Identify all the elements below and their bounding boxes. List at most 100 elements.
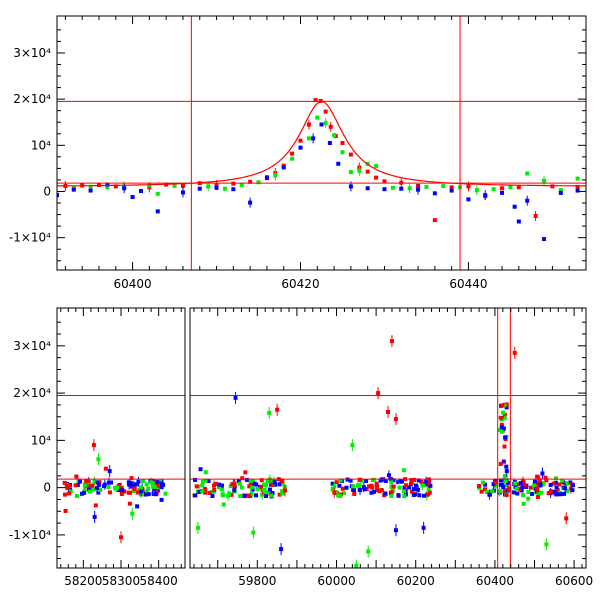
y-tick-label: 10⁴ [31,433,51,447]
red-data-point [352,491,357,496]
red-data-point [466,184,471,189]
green-data-point [350,484,355,489]
red-data-point [119,491,124,496]
blue-data-point [217,482,222,487]
blue-data-point [193,493,198,498]
blue-data-point [214,185,219,190]
red-data-point [154,490,159,495]
red-data-point [357,477,362,482]
red-data-point [502,444,507,449]
blue-data-point [500,483,505,488]
red-data-point [290,151,295,156]
blue-data-point [378,478,383,483]
green-data-point [237,481,242,486]
red-data-point [419,479,424,484]
red-data-point [232,482,237,487]
green-data-point [504,483,509,488]
blue-data-point [399,186,404,191]
green-data-point [491,187,496,192]
blue-data-point [416,187,421,192]
y-tick-label: 0 [43,184,51,198]
green-data-point [401,489,406,494]
red-data-point [386,410,390,414]
blue-data-point [364,479,369,484]
red-data-point [180,183,185,188]
green-data-point [221,502,226,507]
green-data-point [203,470,208,475]
y-tick-label: -1×10⁴ [9,231,51,245]
red-data-point [366,484,371,489]
green-data-point [201,479,206,484]
blue-data-point [483,193,488,198]
red-data-point [516,185,521,190]
red-data-point [543,475,548,480]
blue-data-point [252,481,257,486]
blue-data-point [153,492,158,497]
green-data-point [220,487,225,492]
red-data-point [517,487,522,492]
red-data-point [432,218,437,223]
blue-data-point [219,483,224,488]
red-data-point [449,185,454,190]
blue-data-point [414,483,419,488]
blue-data-point [391,478,396,483]
blue-data-point [393,528,398,533]
green-data-point [239,485,244,490]
red-data-point [155,483,160,488]
green-data-point [147,183,152,188]
green-data-point [273,173,278,178]
red-data-point [500,186,505,191]
blue-data-point [180,190,185,195]
blue-data-point [538,483,543,488]
green-data-point [96,457,101,462]
red-data-point [374,482,379,487]
red-data-point [298,138,303,143]
blue-data-point [540,471,545,476]
blue-data-point [532,479,537,484]
green-data-point [138,485,143,490]
red-data-point [377,489,382,494]
red-data-point [240,476,245,481]
blue-data-point [135,504,140,509]
blue-data-point [75,482,80,487]
green-data-point [140,479,145,484]
green-data-point [249,485,254,490]
green-data-point [280,491,285,496]
blue-data-point [558,190,563,195]
red-data-point [412,477,417,482]
red-data-point [544,478,549,483]
blue-data-point [466,197,471,202]
x-tick-label: 58200 [64,574,102,588]
green-data-point [502,403,507,408]
y-tick-label: 0 [43,481,51,495]
red-data-point [230,482,235,487]
blue-data-point [270,491,275,496]
green-data-point [226,493,231,498]
green-data-point [261,488,266,493]
red-data-point [557,482,562,487]
green-data-point [155,191,160,196]
blue-data-point [542,237,547,242]
blue-data-point [337,483,342,488]
green-data-point [82,488,87,493]
green-data-point [502,415,507,420]
blue-data-point [82,490,87,495]
blue-data-point [92,514,97,519]
red-data-point [548,489,553,494]
blue-data-point [279,547,284,552]
green-data-point [149,480,154,485]
red-data-point [62,480,67,485]
green-data-point [163,491,168,496]
green-data-point [357,168,362,173]
green-data-point [338,493,343,498]
green-data-point [421,483,426,488]
red-data-point [502,412,507,417]
y-tick-label: 10⁴ [31,138,51,152]
red-data-point [103,466,108,471]
blue-data-point [159,497,164,502]
red-data-point [119,486,124,491]
blue-data-point [336,161,341,166]
x-tick-label: 60400 [113,277,151,291]
green-data-point [265,479,270,484]
